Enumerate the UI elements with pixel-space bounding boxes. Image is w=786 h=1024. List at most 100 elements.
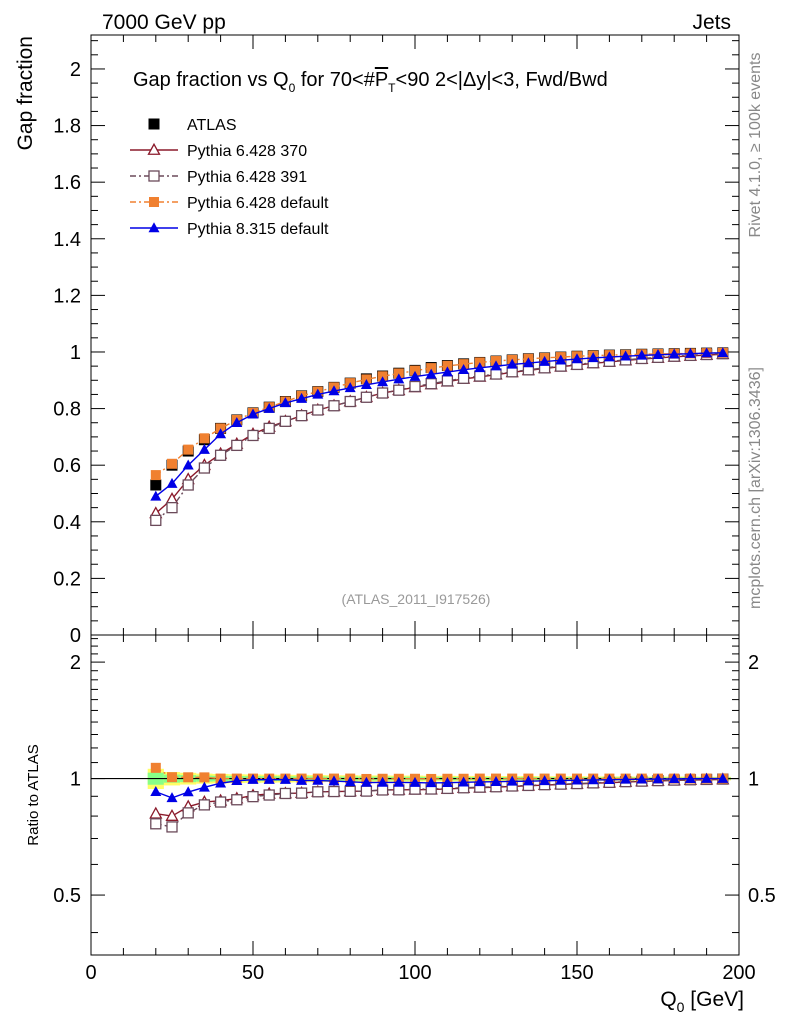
series-line-main xyxy=(155,352,723,476)
chart-title-middle: for 70<# xyxy=(295,69,375,91)
legend: ATLAS Pythia 6.428 370 Pythia 6.428 391 Pyt… xyxy=(130,117,329,238)
data-point-main xyxy=(344,395,356,408)
main-y-axis-label: Gap fraction xyxy=(14,36,37,150)
data-point-ratio xyxy=(215,777,227,788)
ratio-y-tick-label: 0.5 xyxy=(53,885,81,907)
chart-title: Gap fraction vs Q0 for 70<#PT<90 2<|Δy|<… xyxy=(133,69,608,95)
data-point-ratio xyxy=(684,773,696,784)
x-tick-label: 200 xyxy=(722,962,755,984)
data-point-main xyxy=(328,400,340,412)
data-point-main xyxy=(409,370,421,381)
data-point-main xyxy=(167,458,177,469)
data-point-main xyxy=(344,382,356,393)
data-point-main xyxy=(377,376,389,387)
data-point-ratio xyxy=(214,796,227,808)
data-point-ratio xyxy=(166,792,178,803)
chart-title-suffix: <90 2<|Δy|<3, Fwd/Bwd xyxy=(396,69,608,91)
data-point-ratio xyxy=(393,776,405,787)
x-axis-label-main: Q xyxy=(660,988,676,1011)
data-point-main xyxy=(182,459,194,470)
data-point-main xyxy=(312,404,324,416)
data-point-ratio xyxy=(150,762,161,773)
data-point-ratio xyxy=(165,808,179,821)
data-point-main xyxy=(474,362,486,373)
data-point-ratio xyxy=(295,787,308,799)
data-point-ratio xyxy=(247,790,259,803)
data-point-ratio xyxy=(231,775,243,786)
data-point-main xyxy=(506,358,518,369)
axis-ticks: 0 50 100 150 200 0 0.2 0.4 0.6 0.8 1 1.2 1.4 1.6 1.8 2 0… xyxy=(53,35,776,984)
data-point-main xyxy=(409,380,421,393)
data-point-main xyxy=(263,402,275,413)
legend-label: ATLAS xyxy=(187,117,237,134)
main-y-tick-label: 1.4 xyxy=(53,229,81,251)
data-point-ratio xyxy=(636,773,648,784)
data-point-main xyxy=(490,360,502,371)
data-point-ratio xyxy=(312,774,324,785)
data-point-main xyxy=(684,347,696,358)
rivet-version-label: Rivet 4.1.0, ≥ 100k events xyxy=(747,53,764,238)
data-point-ratio xyxy=(182,807,194,819)
data-point-main xyxy=(166,501,178,514)
data-point-main xyxy=(150,470,161,481)
data-point-main xyxy=(215,428,227,439)
data-point-main xyxy=(198,462,211,474)
data-point-ratio xyxy=(717,772,729,783)
data-point-main xyxy=(295,410,308,422)
data-point-ratio xyxy=(522,775,534,786)
data-point-main xyxy=(458,364,470,375)
data-point-ratio xyxy=(458,776,470,787)
data-point-main xyxy=(393,384,405,396)
data-point-ratio xyxy=(620,773,632,784)
data-point-main xyxy=(360,379,372,390)
data-point-ratio xyxy=(167,772,177,783)
data-point-main xyxy=(474,370,486,382)
data-point-ratio xyxy=(668,773,680,784)
data-point-ratio xyxy=(474,776,486,787)
main-y-tick-label: 0.4 xyxy=(53,512,81,534)
data-point-main xyxy=(425,368,437,379)
data-point-main xyxy=(441,366,453,377)
data-point-ratio xyxy=(652,773,664,784)
data-point-ratio xyxy=(182,786,194,797)
header-energy-label: 7000 GeV pp xyxy=(102,11,226,34)
data-point-main xyxy=(150,490,162,501)
legend-marker xyxy=(148,118,160,130)
data-point-main xyxy=(279,397,291,408)
main-y-tick-label: 0.6 xyxy=(53,455,81,477)
data-point-main xyxy=(328,385,340,396)
data-point-ratio xyxy=(149,806,163,819)
data-point-ratio xyxy=(198,781,210,792)
data-point-main xyxy=(247,408,259,419)
x-tick-label: 0 xyxy=(85,962,96,984)
main-y-tick-label: 0.8 xyxy=(53,399,81,421)
chart-title-prefix: Gap fraction vs Q xyxy=(133,69,289,91)
data-point-main xyxy=(393,373,405,384)
data-point-ratio xyxy=(199,772,210,783)
series-line-main xyxy=(155,353,723,514)
data-point-main xyxy=(263,422,275,435)
data-point-ratio xyxy=(539,775,551,786)
data-point-main xyxy=(490,368,502,380)
data-point-main xyxy=(360,391,373,403)
data-point-main xyxy=(571,353,583,364)
data-point-main xyxy=(214,449,227,461)
data-point-main xyxy=(312,388,324,399)
data-point-main xyxy=(231,416,243,427)
ratio-y-tick-label-right: 0.5 xyxy=(748,885,776,907)
series-line-main xyxy=(155,352,723,521)
series-pythia-6-428-default xyxy=(150,347,728,784)
data-point-main xyxy=(376,387,389,399)
series-pythia-8-315-default xyxy=(150,347,729,803)
data-point-main xyxy=(701,347,713,358)
data-point-ratio xyxy=(490,775,502,786)
legend-label: Pythia 6.428 370 xyxy=(187,143,307,160)
data-point-main xyxy=(231,439,243,452)
data-point-ratio xyxy=(409,776,421,787)
data-point-ratio xyxy=(166,821,178,833)
data-point-ratio xyxy=(506,775,518,786)
data-point-main xyxy=(717,347,729,358)
data-point-ratio xyxy=(231,794,243,806)
main-y-tick-label: 1 xyxy=(70,342,81,364)
